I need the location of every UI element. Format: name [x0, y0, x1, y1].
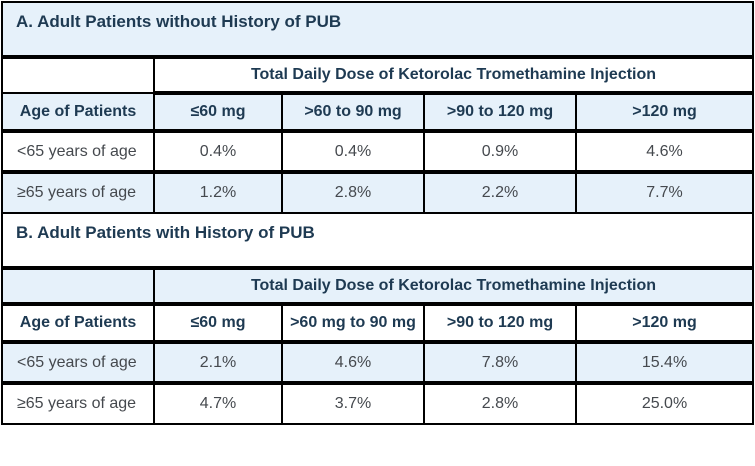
corner-cell [1, 56, 155, 94]
row-label: ≥65 years of age [1, 382, 155, 425]
col-header-dose-2: >60 to 90 mg [281, 92, 425, 133]
data-cell: 3.7% [281, 382, 425, 425]
col-header-dose-4: >120 mg [575, 92, 754, 133]
section-a-span-row: Total Daily Dose of Ketorolac Tromethami… [1, 56, 754, 95]
section-b-header-row: Age of Patients ≤60 mg >60 mg to 90 mg >… [1, 303, 754, 344]
table-row: <65 years of age 0.4% 0.4% 0.9% 4.6% [1, 130, 754, 174]
row-label: ≥65 years of age [1, 171, 155, 214]
data-cell: 2.8% [423, 382, 577, 425]
section-b-span-row: Total Daily Dose of Ketorolac Tromethami… [1, 267, 754, 306]
table-row: ≥65 years of age 4.7% 3.7% 2.8% 25.0% [1, 382, 754, 425]
ketorolac-gi-risk-table: A. Adult Patients without History of PUB… [1, 1, 754, 425]
data-cell: 0.9% [423, 130, 577, 174]
row-label: <65 years of age [1, 341, 155, 385]
section-a-title-row: A. Adult Patients without History of PUB [1, 1, 754, 59]
col-header-dose-4: >120 mg [575, 303, 754, 344]
col-header-age: Age of Patients [1, 92, 155, 133]
data-cell: 2.1% [153, 341, 283, 385]
data-cell: 7.7% [575, 171, 754, 214]
data-cell: 2.8% [281, 171, 425, 214]
table-row: ≥65 years of age 1.2% 2.8% 2.2% 7.7% [1, 171, 754, 214]
corner-cell [1, 267, 155, 306]
dose-span-header: Total Daily Dose of Ketorolac Tromethami… [153, 267, 754, 306]
col-header-dose-1: ≤60 mg [153, 303, 283, 344]
row-label: <65 years of age [1, 130, 155, 174]
data-cell: 4.6% [281, 341, 425, 385]
data-cell: 4.6% [575, 130, 754, 174]
col-header-dose-2: >60 mg to 90 mg [281, 303, 425, 344]
data-cell: 0.4% [281, 130, 425, 174]
data-cell: 0.4% [153, 130, 283, 174]
col-header-age: Age of Patients [1, 303, 155, 344]
col-header-dose-3: >90 to 120 mg [423, 92, 577, 133]
col-header-dose-1: ≤60 mg [153, 92, 283, 133]
data-cell: 25.0% [575, 382, 754, 425]
col-header-dose-3: >90 to 120 mg [423, 303, 577, 344]
data-cell: 15.4% [575, 341, 754, 385]
section-a-title: A. Adult Patients without History of PUB [1, 1, 754, 59]
data-cell: 2.2% [423, 171, 577, 214]
data-cell: 4.7% [153, 382, 283, 425]
table-row: <65 years of age 2.1% 4.6% 7.8% 15.4% [1, 341, 754, 385]
section-a-header-row: Age of Patients ≤60 mg >60 to 90 mg >90 … [1, 92, 754, 133]
section-b-title-row: B. Adult Patients with History of PUB [1, 212, 754, 270]
data-cell: 7.8% [423, 341, 577, 385]
dose-span-header: Total Daily Dose of Ketorolac Tromethami… [153, 56, 754, 95]
data-cell: 1.2% [153, 171, 283, 214]
section-b-title: B. Adult Patients with History of PUB [1, 212, 754, 270]
